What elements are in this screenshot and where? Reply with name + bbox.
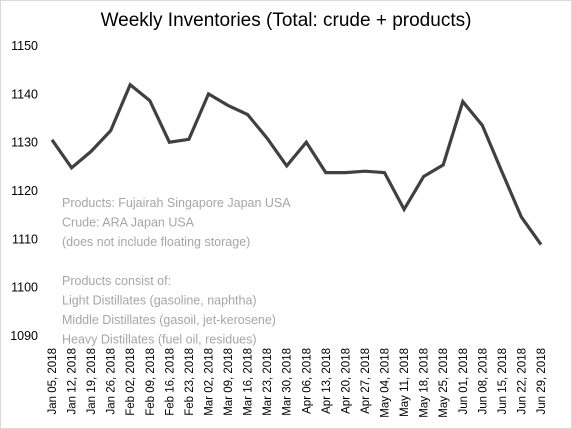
annotation-line: Products consist of:: [62, 274, 171, 288]
x-tick-label: Apr 27, 2018: [360, 348, 372, 414]
x-tick-label: Jun 08, 2018: [477, 348, 489, 415]
annotation-line: Middle Distillates (gasoil, jet-kerosene…: [62, 313, 276, 327]
y-tick-label: 1090: [10, 329, 38, 343]
series-group: [50, 82, 543, 246]
x-tick-label: Apr 06, 2018: [301, 348, 313, 414]
x-tick-label: Mar 09, 2018: [223, 348, 235, 416]
x-tick-label: Apr 20, 2018: [340, 348, 352, 414]
x-tick-label: Jan 12, 2018: [67, 348, 79, 415]
annotation-line: (does not include floating storage): [62, 235, 250, 249]
x-tick-label: Jan 26, 2018: [106, 348, 118, 415]
x-tick-label: Jun 15, 2018: [497, 348, 509, 415]
x-tick-label: May 18, 2018: [419, 348, 431, 418]
x-tick-label: May 04, 2018: [380, 348, 392, 418]
annotation-line: Products: Fujairah Singapore Japan USA: [62, 196, 291, 210]
x-tick-label: Feb 02, 2018: [125, 348, 137, 416]
x-tick-label: Mar 23, 2018: [262, 348, 274, 416]
x-tick-label: Mar 02, 2018: [203, 348, 215, 416]
x-tick-label: May 11, 2018: [399, 348, 411, 417]
x-tick-label: Jun 22, 2018: [516, 348, 528, 415]
annotation-line: Heavy Distillates (fuel oil, residues): [62, 333, 257, 347]
y-tick-label: 1130: [11, 136, 38, 150]
x-tick-label: Jun 29, 2018: [536, 348, 548, 415]
x-tick-label: Feb 09, 2018: [145, 348, 157, 416]
x-tick-label: Feb 23, 2018: [184, 348, 196, 416]
x-tick-label: May 25, 2018: [438, 348, 450, 418]
y-tick-label: 1110: [12, 232, 38, 246]
x-tick-label: Jan 05, 2018: [47, 348, 59, 415]
annotation-line: Crude: ARA Japan USA: [62, 216, 195, 230]
y-tick-label: 1150: [11, 39, 38, 53]
annotation-line: Light Distillates (gasoline, naphtha): [62, 294, 257, 308]
y-tick-label: 1100: [11, 281, 38, 295]
x-tick-label: Jun 01, 2018: [458, 348, 470, 415]
x-tick-label: Jan 19, 2018: [86, 348, 98, 415]
x-tick-label: Mar 16, 2018: [243, 348, 255, 416]
chart-title: Weekly Inventories (Total: crude + produ…: [100, 10, 472, 31]
x-tick-label: Feb 16, 2018: [164, 348, 176, 416]
series-line: [50, 82, 543, 246]
y-axis-ticks: 1090 1100 1110 1120 1130 1140 1150: [10, 39, 38, 343]
x-axis-ticks: Jan 05, 2018 Jan 12, 2018 Jan 19, 2018 Jan …: [47, 348, 548, 418]
x-tick-label: Apr 13, 2018: [321, 348, 333, 414]
y-tick-label: 1140: [11, 87, 38, 101]
chart-annotations: Products: Fujairah Singapore Japan USA Cr…: [62, 196, 291, 347]
x-tick-label: Mar 30, 2018: [282, 348, 294, 416]
y-tick-label: 1120: [11, 184, 38, 198]
